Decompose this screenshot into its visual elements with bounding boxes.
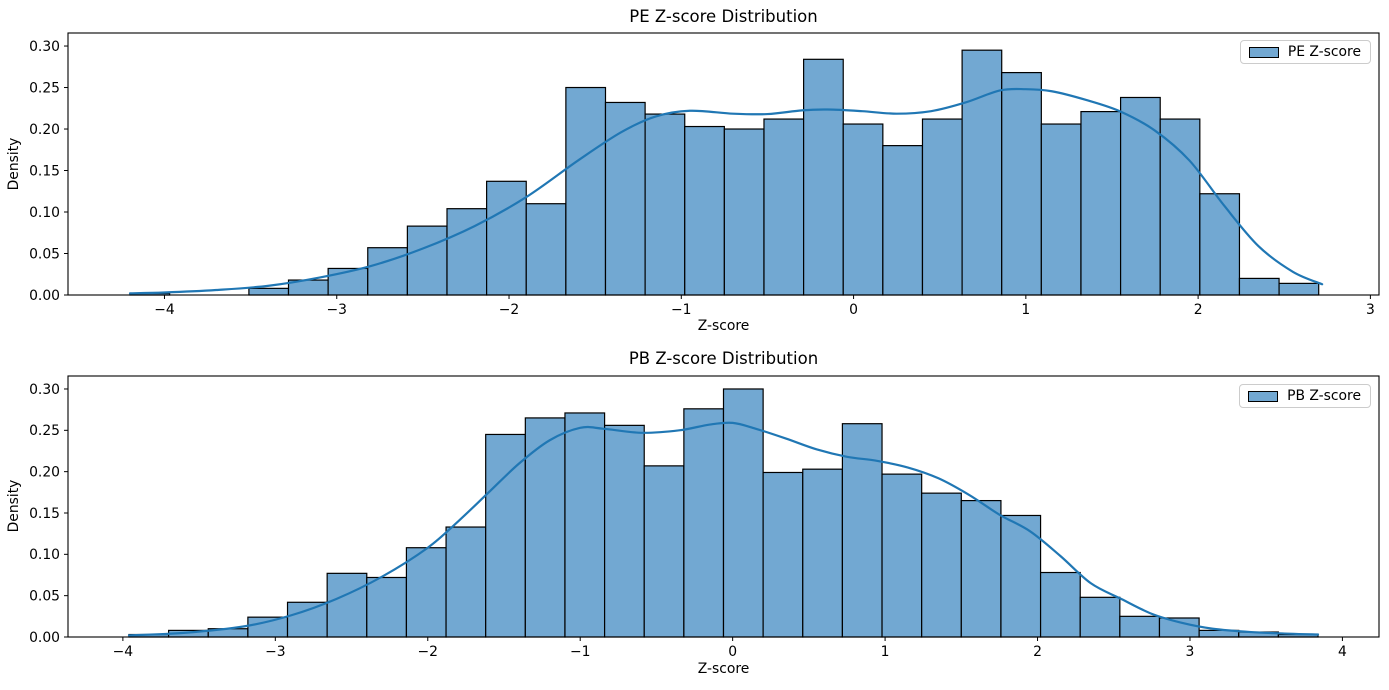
y-tick-label: 0.25	[29, 80, 60, 96]
x-tick-label: −1	[570, 644, 590, 660]
histogram-bar	[961, 49, 1003, 296]
y-tick-label: 0.15	[29, 506, 60, 522]
x-tick-label: 4	[1338, 644, 1347, 660]
x-tick-label: 2	[1033, 644, 1042, 660]
histogram-bar	[960, 499, 1002, 638]
histogram-bar	[683, 408, 725, 638]
chart-1: −4 −3 −2 −1 0 1 2 3 0.00 0.05 0.10 0.15 0.20 0.25 0.30	[29, 32, 1380, 318]
kde-curve	[127, 421, 1320, 637]
chart2-title: PB Z-score Distribution	[628, 349, 819, 368]
x-tick-label: −4	[154, 302, 175, 318]
histogram-bar	[842, 123, 884, 296]
x-tick-label: −4	[113, 644, 134, 660]
x-tick-label: 3	[1366, 302, 1375, 318]
x-tick-label: −2	[499, 302, 519, 318]
axes-spines	[67, 32, 1380, 296]
histogram-bar	[367, 247, 408, 296]
histogram-bar	[684, 125, 725, 296]
chart1-title: PE Z-score Distribution	[629, 7, 818, 26]
histogram-bar	[486, 180, 527, 296]
histogram-bar	[763, 118, 805, 296]
histogram-bar	[604, 101, 646, 296]
histogram-bar	[1278, 282, 1320, 296]
histogram-bar	[1238, 277, 1280, 296]
y-tick-label: 0.15	[29, 163, 60, 179]
x-tick-label: 0	[849, 302, 858, 318]
y-tick-label: 0.20	[29, 464, 60, 480]
histogram-bar	[603, 424, 645, 638]
histogram-bar	[1159, 118, 1201, 296]
chart1-legend: PE Z-score	[1239, 40, 1371, 64]
histogram-bar	[802, 468, 844, 638]
chart2-xlabel: Z-score	[697, 661, 750, 677]
histogram-bar	[524, 417, 566, 638]
histogram-swatch-icon	[1248, 390, 1279, 402]
histogram-bar	[762, 471, 804, 638]
histogram-bar	[248, 287, 290, 296]
x-tick-label: −3	[327, 302, 347, 318]
histogram-bar	[644, 113, 686, 296]
chart2-ylabel: Density	[6, 479, 22, 533]
histogram-bar	[446, 208, 488, 296]
y-tick-label: 0.20	[29, 122, 60, 138]
x-tick-label: −3	[265, 644, 285, 660]
histogram-bar	[525, 203, 567, 296]
chart2-legend-label: PB Z-score	[1287, 388, 1361, 404]
y-tick-label: 0.30	[29, 382, 60, 398]
histogram-bar	[643, 465, 685, 638]
y-tick-label: 0.10	[29, 205, 60, 221]
histogram-bar	[1119, 96, 1161, 296]
histogram-bar	[1199, 193, 1241, 296]
y-tick-label: 0.10	[29, 547, 60, 563]
histogram-bar	[1001, 71, 1042, 296]
y-tick-label: 0.00	[29, 288, 60, 304]
histogram-bar	[485, 433, 526, 638]
histogram-bar	[841, 423, 883, 638]
histogram-bar	[921, 492, 962, 638]
y-tick-label: 0.30	[29, 39, 60, 55]
histogram-bar	[1079, 596, 1121, 638]
histogram-bar	[881, 473, 923, 638]
axes-spines	[67, 375, 1380, 638]
histogram-bar	[247, 616, 289, 638]
histogram-bar	[405, 547, 447, 638]
histogram-bar	[366, 576, 408, 638]
x-tick-label: 1	[881, 644, 890, 660]
x-tick-label: 3	[1186, 644, 1195, 660]
histogram-bar	[882, 145, 924, 296]
histogram-bar	[564, 412, 606, 638]
chart1-xlabel: Z-score	[697, 318, 750, 334]
histogram-bar	[1080, 110, 1122, 296]
histogram-bar	[1158, 617, 1200, 638]
histogram-bar	[803, 58, 844, 296]
histogram-bar	[406, 225, 448, 296]
kde-curve	[128, 87, 1324, 295]
y-tick-label: 0.05	[29, 588, 60, 604]
x-tick-label: 1	[1021, 302, 1030, 318]
chart-2: −4 −3 −2 −1 0 1 2 3 4 0.00 0.05 0.10 0.15 0.20 0.25 0.3…	[29, 375, 1380, 660]
chart2-legend: PB Z-score	[1239, 384, 1371, 408]
y-tick-label: 0.05	[29, 246, 60, 262]
histogram-bar	[445, 526, 487, 638]
x-tick-label: −2	[418, 644, 438, 660]
histogram-bar	[565, 86, 607, 296]
histogram-bar	[286, 601, 328, 638]
histogram-bar	[723, 128, 765, 296]
histogram-bar	[1119, 615, 1161, 638]
x-tick-label: −1	[671, 302, 691, 318]
histogram-bar	[722, 388, 764, 638]
x-tick-label: 0	[728, 644, 737, 660]
y-tick-label: 0.25	[29, 423, 60, 439]
chart1-legend-label: PE Z-score	[1287, 44, 1361, 60]
histogram-bar	[326, 572, 368, 638]
histogram-bar	[921, 118, 963, 296]
x-tick-label: 2	[1194, 302, 1203, 318]
histogram-bar	[1039, 571, 1081, 638]
histogram-bar	[1040, 123, 1082, 296]
chart1-ylabel: Density	[6, 137, 22, 191]
y-tick-label: 0.00	[29, 630, 60, 646]
histogram-swatch-icon	[1248, 46, 1279, 58]
